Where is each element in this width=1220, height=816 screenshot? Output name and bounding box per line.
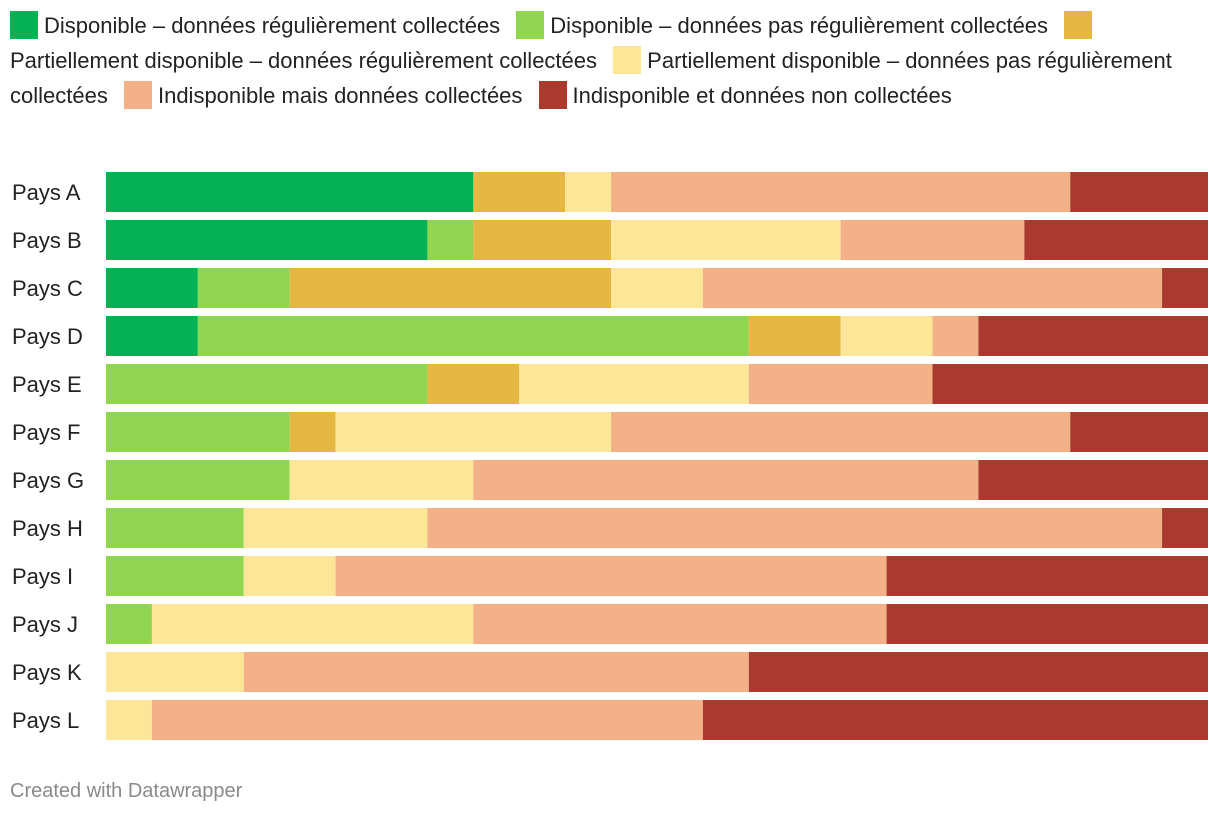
legend-swatch — [516, 11, 545, 39]
legend-label: Disponible – données pas régulièrement c… — [550, 13, 1049, 38]
bar-segment — [106, 172, 474, 212]
legend-item: Indisponible et données non collectées — [538, 81, 952, 109]
bar-segment — [886, 556, 1208, 596]
category-label: Pays F — [12, 420, 80, 445]
bar-segment — [473, 220, 612, 260]
bar-segment — [151, 604, 474, 644]
legend-swatch — [613, 46, 642, 74]
bar-segment — [427, 508, 1163, 548]
bar-segment — [611, 412, 1071, 452]
bar-segment — [289, 460, 474, 500]
bar-segment — [748, 652, 1208, 692]
bar-segment — [1024, 220, 1208, 260]
bar-segment — [106, 508, 244, 548]
bar-segment — [106, 268, 198, 308]
bar-segment — [748, 316, 841, 356]
bar-segment — [106, 460, 290, 500]
bar-segment — [748, 364, 933, 404]
bar-segment — [106, 556, 244, 596]
bar-segment — [978, 460, 1208, 500]
bar-segment — [197, 268, 290, 308]
category-label: Pays D — [12, 324, 83, 349]
legend-item: Disponible – données régulièrement colle… — [10, 11, 501, 39]
credit-footer: Created with Datawrapper — [10, 780, 243, 802]
bar-segment — [106, 652, 244, 692]
category-label: Pays A — [12, 180, 81, 205]
bar-segment — [519, 364, 749, 404]
category-label: Pays L — [12, 708, 79, 733]
category-label: Pays K — [12, 660, 82, 685]
bar-segment — [473, 604, 887, 644]
bar-segment — [243, 556, 336, 596]
legend-swatch — [10, 11, 38, 39]
bar-segment — [335, 556, 887, 596]
bar-segment — [932, 316, 979, 356]
category-label: Pays H — [12, 516, 83, 541]
bar-segment — [427, 220, 474, 260]
bar-segment — [565, 172, 612, 212]
legend-swatch — [1064, 11, 1093, 39]
bar-segment — [106, 364, 428, 404]
bar-segment — [1162, 268, 1208, 308]
bar-segment — [243, 652, 749, 692]
legend-label: Partiellement disponible – données pas r… — [10, 48, 1172, 108]
bar-segment — [1070, 412, 1208, 452]
bar-segment — [106, 604, 152, 644]
bar-segment — [106, 220, 428, 260]
legend-label: Indisponible mais données collectées — [157, 83, 523, 108]
legend-label: Disponible – données régulièrement colle… — [44, 13, 501, 38]
bar-segment — [840, 220, 1025, 260]
bar-segment — [106, 700, 152, 740]
legend-item: Indisponible mais données collectées — [123, 81, 523, 109]
bar-segment — [427, 364, 520, 404]
bar-segment — [702, 268, 1163, 308]
bar-segment — [473, 172, 566, 212]
legend-swatch — [123, 81, 152, 109]
bar-segment — [611, 268, 703, 308]
category-label: Pays E — [12, 372, 82, 397]
bar-segment — [197, 316, 749, 356]
bar-segment — [289, 268, 612, 308]
bar-segment — [473, 460, 979, 500]
bar-segment — [978, 316, 1208, 356]
bar-segment — [1162, 508, 1208, 548]
legend-swatch — [538, 81, 567, 109]
bar-segment — [289, 412, 336, 452]
bar-segment — [702, 700, 1208, 740]
bar-segment — [106, 316, 198, 356]
bar-segment — [106, 412, 290, 452]
bar-segment — [886, 604, 1208, 644]
legend: Disponible – données régulièrement colle… — [10, 8, 1215, 113]
category-label: Pays B — [12, 228, 82, 253]
legend-label: Partiellement disponible – données régul… — [10, 48, 598, 73]
legend-item: Partiellement disponible – données pas r… — [10, 46, 1172, 108]
category-label: Pays C — [12, 276, 83, 301]
bar-segment — [335, 412, 612, 452]
legend-item: Partiellement disponible – données régul… — [10, 11, 1098, 73]
bar-segment — [243, 508, 428, 548]
category-label: Pays I — [12, 564, 73, 589]
bar-segment — [1070, 172, 1208, 212]
legend-item: Disponible – données pas régulièrement c… — [516, 11, 1049, 39]
bar-segment — [611, 172, 1071, 212]
bar-segment — [151, 700, 703, 740]
bar-segment — [840, 316, 933, 356]
category-label: Pays G — [12, 468, 84, 493]
category-label: Pays J — [12, 612, 78, 637]
legend-label: Indisponible et données non collectées — [572, 83, 952, 108]
bar-segment — [932, 364, 1208, 404]
bar-segment — [611, 220, 841, 260]
